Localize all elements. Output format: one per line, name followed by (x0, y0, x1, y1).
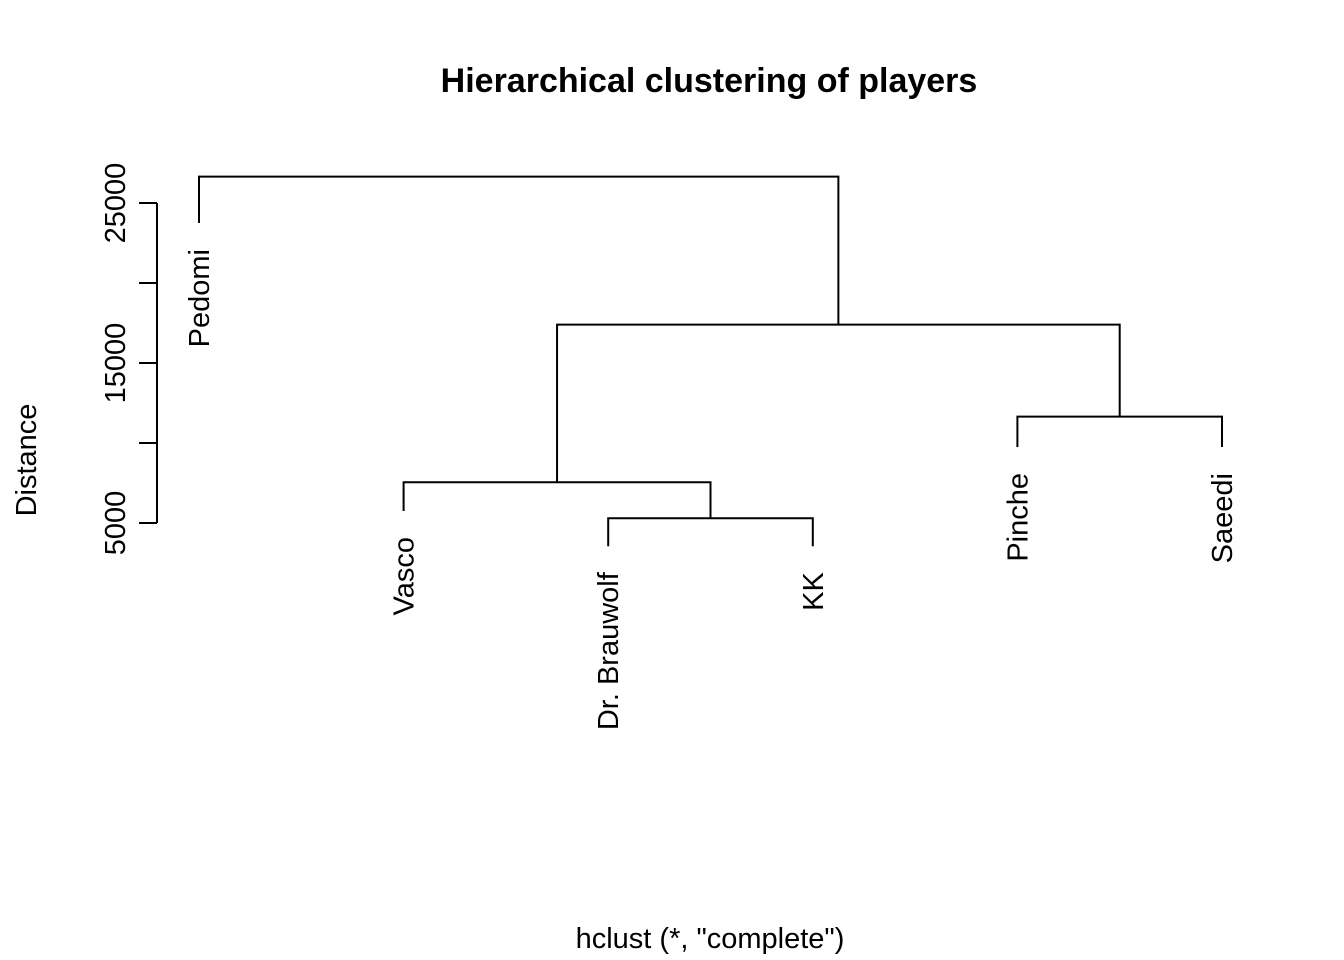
y-axis: 5000 15000 25000 (100, 163, 158, 556)
dendrogram-tree (198, 175, 1223, 547)
chart-title: Hierarchical clustering of players (441, 62, 978, 100)
merge-m1 (607, 517, 814, 547)
leaf-label-kk: KK (798, 572, 830, 611)
merge-m4 (556, 323, 1121, 483)
leaf-label-pedomi: Pedomi (184, 249, 216, 347)
y-tick-label-25000: 25000 (100, 163, 132, 244)
leaf-label-pinche: Pinche (1002, 473, 1034, 562)
leaf-label-brauwolf: Dr. Brauwolf (593, 571, 625, 730)
y-tick-label-15000: 15000 (100, 323, 132, 404)
y-tick-label-5000: 5000 (100, 491, 132, 556)
y-axis-label: Distance (11, 404, 43, 517)
merge-m3 (1016, 415, 1223, 447)
leaf-labels: Pedomi Vasco Dr. Brauwolf KK Pinche Saeedi (184, 249, 1239, 730)
x-axis-label: hclust (*, "complete") (576, 923, 845, 955)
merge-m2 (402, 481, 712, 519)
leaf-label-saeedi: Saeedi (1207, 473, 1239, 563)
merge-m5 (198, 175, 840, 325)
leaf-label-vasco: Vasco (389, 537, 421, 615)
